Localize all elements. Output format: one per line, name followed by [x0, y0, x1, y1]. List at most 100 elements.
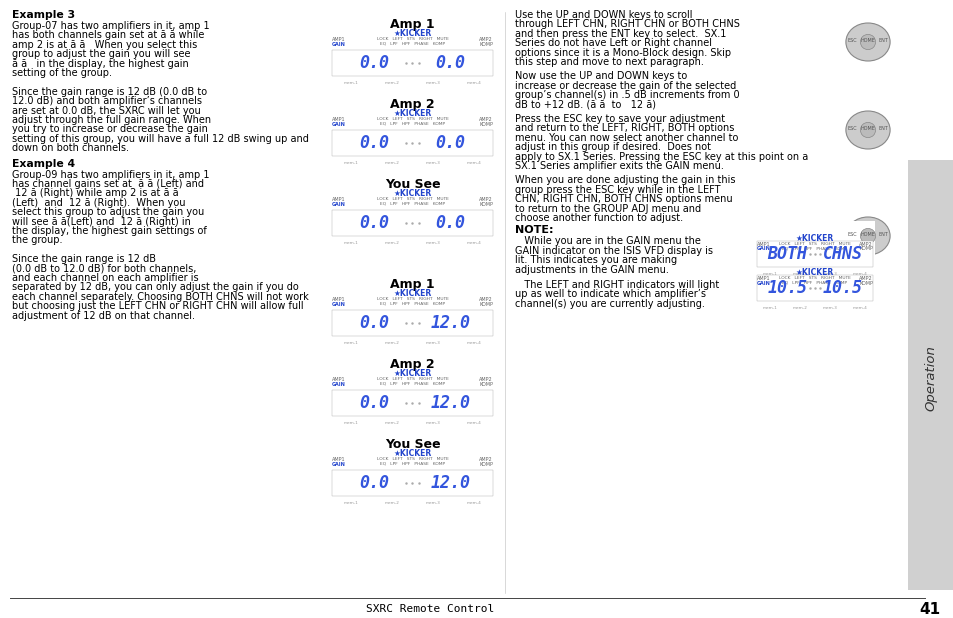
Text: LOCK   LEFT   STS   RIGHT   MUTE: LOCK LEFT STS RIGHT MUTE	[376, 37, 448, 41]
Text: EQ   LPF   HPF   PHASE   KOMP: EQ LPF HPF PHASE KOMP	[781, 281, 846, 285]
Text: and return to the LEFT, RIGHT, BOTH options: and return to the LEFT, RIGHT, BOTH opti…	[515, 124, 734, 133]
Text: AMP1: AMP1	[332, 37, 345, 42]
Text: Example 4: Example 4	[12, 159, 75, 169]
Text: KOMP: KOMP	[859, 247, 872, 252]
Text: ENT: ENT	[878, 232, 887, 237]
Text: You See: You See	[384, 178, 440, 191]
Text: KOMP: KOMP	[478, 122, 493, 127]
Text: EQ   LPF   HPF   PHASE   KOMP: EQ LPF HPF PHASE KOMP	[379, 462, 445, 465]
Text: each channel separately. Choosing BOTH CHNS will not work: each channel separately. Choosing BOTH C…	[12, 292, 309, 302]
Text: Amp 1: Amp 1	[390, 278, 435, 291]
Text: AMP1: AMP1	[332, 117, 345, 122]
Text: amp 2 is at ā ā   When you select this: amp 2 is at ā ā When you select this	[12, 40, 197, 50]
Ellipse shape	[845, 111, 889, 149]
Text: 0.0: 0.0	[359, 134, 389, 152]
Text: Now use the UP and DOWN keys to: Now use the UP and DOWN keys to	[515, 72, 686, 82]
Text: KOMP: KOMP	[478, 201, 493, 206]
Bar	[330, 276, 495, 348]
Text: SXRC Remote Control: SXRC Remote Control	[366, 604, 494, 614]
Text: ★KICKER: ★KICKER	[795, 234, 833, 243]
Text: the display, the highest gain settings of: the display, the highest gain settings o…	[12, 226, 207, 236]
Text: adjust through the full gain range. When: adjust through the full gain range. When	[12, 115, 211, 125]
Text: Amp 1: Amp 1	[390, 18, 435, 31]
Text: HOME: HOME	[860, 125, 875, 130]
Text: lit. This indicates you are making: lit. This indicates you are making	[515, 255, 677, 265]
Text: mem-4: mem-4	[852, 306, 866, 310]
Text: mem-2: mem-2	[384, 161, 399, 165]
Text: adjust in this group if desired.  Does not: adjust in this group if desired. Does no…	[515, 142, 710, 152]
Text: AMP2: AMP2	[859, 276, 872, 281]
Text: 0.0: 0.0	[359, 394, 389, 412]
Text: EQ   LPF   HPF   PHASE   KOMP: EQ LPF HPF PHASE KOMP	[781, 247, 846, 250]
Text: AMP2: AMP2	[478, 457, 493, 462]
Text: options since it is a Mono-Block design. Skip: options since it is a Mono-Block design.…	[515, 48, 730, 57]
Text: mem-3: mem-3	[425, 341, 440, 345]
Text: mem-4: mem-4	[467, 161, 481, 165]
Text: mem-1: mem-1	[343, 341, 357, 345]
Text: EQ   LPF   HPF   PHASE   KOMP: EQ LPF HPF PHASE KOMP	[379, 201, 445, 206]
Text: ENT: ENT	[878, 125, 887, 130]
Text: ★KICKER: ★KICKER	[795, 268, 833, 277]
Text: While you are in the GAIN menu the: While you are in the GAIN menu the	[515, 237, 700, 247]
Text: ★KICKER: ★KICKER	[393, 449, 431, 458]
Text: Amp 2: Amp 2	[390, 358, 435, 371]
Text: AMP1: AMP1	[332, 297, 345, 302]
Text: Operation: Operation	[923, 345, 937, 411]
Text: channel(s) you are currently adjusting.: channel(s) you are currently adjusting.	[515, 298, 704, 309]
Text: mem-2: mem-2	[792, 272, 806, 276]
Text: ★KICKER: ★KICKER	[393, 109, 431, 118]
Text: AMP1: AMP1	[332, 197, 345, 202]
Bar	[757, 241, 872, 267]
Text: You See: You See	[384, 438, 440, 451]
Text: 0.0: 0.0	[359, 214, 389, 232]
Text: 41: 41	[919, 601, 940, 617]
Bar	[332, 470, 493, 496]
Bar	[754, 221, 874, 279]
Text: Example 3: Example 3	[12, 10, 75, 20]
Text: KOMP: KOMP	[478, 41, 493, 46]
Text: KOMP: KOMP	[859, 281, 872, 286]
Text: AMP1: AMP1	[332, 377, 345, 382]
Text: (Left)  and  12 ā (Right).  When you: (Left) and 12 ā (Right). When you	[12, 198, 185, 208]
Text: 0.0: 0.0	[359, 314, 389, 332]
Text: LOCK   LEFT   STS   RIGHT   MUTE: LOCK LEFT STS RIGHT MUTE	[376, 297, 448, 301]
Text: mem-3: mem-3	[425, 421, 440, 425]
Text: 10.5: 10.5	[821, 279, 862, 297]
Text: mem-3: mem-3	[425, 161, 440, 165]
Text: CHNS: CHNS	[821, 245, 862, 263]
Text: HOME: HOME	[860, 38, 875, 43]
Text: mem-4: mem-4	[467, 421, 481, 425]
Bar	[330, 436, 495, 508]
Text: 0.0: 0.0	[435, 54, 465, 72]
Text: mem-3: mem-3	[821, 272, 837, 276]
Bar	[757, 275, 872, 301]
Text: adjustments in the GAIN menu.: adjustments in the GAIN menu.	[515, 265, 668, 274]
Text: mem-1: mem-1	[343, 81, 357, 85]
Text: When you are done adjusting the gain in this: When you are done adjusting the gain in …	[515, 176, 735, 185]
Text: GAIN: GAIN	[332, 462, 346, 467]
Text: ESC: ESC	[846, 38, 857, 43]
Text: mem-4: mem-4	[852, 272, 866, 276]
Text: (0.0 dB to 12.0 dB) for both channels,: (0.0 dB to 12.0 dB) for both channels,	[12, 264, 196, 274]
Text: to return to the GROUP ADJ menu and: to return to the GROUP ADJ menu and	[515, 203, 700, 214]
Text: EQ   LPF   HPF   PHASE   KOMP: EQ LPF HPF PHASE KOMP	[379, 122, 445, 125]
Text: GAIN: GAIN	[757, 247, 770, 252]
Text: mem-3: mem-3	[821, 306, 837, 310]
Text: 12.0: 12.0	[430, 474, 470, 492]
Text: mem-2: mem-2	[792, 306, 806, 310]
Text: EQ   LPF   HPF   PHASE   KOMP: EQ LPF HPF PHASE KOMP	[379, 302, 445, 305]
Text: LOCK   LEFT   STS   RIGHT   MUTE: LOCK LEFT STS RIGHT MUTE	[376, 377, 448, 381]
Text: Group-07 has two amplifiers in it, amp 1: Group-07 has two amplifiers in it, amp 1	[12, 21, 210, 31]
Text: has channel gains set at  ā ā (Left) and: has channel gains set at ā ā (Left) and	[12, 179, 204, 189]
Text: select this group to adjust the gain you: select this group to adjust the gain you	[12, 207, 204, 217]
Text: KOMP: KOMP	[478, 381, 493, 386]
Text: menu. You can now select another channel to: menu. You can now select another channel…	[515, 133, 738, 143]
Text: mem-1: mem-1	[343, 501, 357, 505]
Text: mem-4: mem-4	[467, 501, 481, 505]
Text: mem-1: mem-1	[343, 421, 357, 425]
Text: AMP2: AMP2	[478, 297, 493, 302]
Text: Amp 2: Amp 2	[390, 98, 435, 111]
Text: 0.0: 0.0	[359, 474, 389, 492]
Text: SX.1 Series amplifier exits the GAIN menu.: SX.1 Series amplifier exits the GAIN men…	[515, 161, 723, 171]
Text: mem-4: mem-4	[467, 341, 481, 345]
